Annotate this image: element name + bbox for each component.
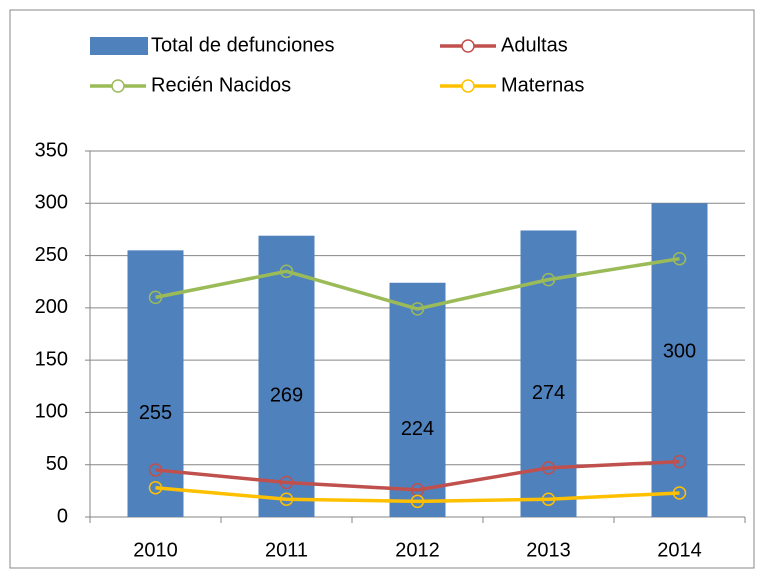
legend-marker [111,79,125,93]
data-label: 224 [401,418,434,440]
data-label: 274 [532,382,565,404]
data-label: 255 [139,402,172,424]
y-tick-label: 0 [57,505,68,527]
line-marker [279,264,294,279]
y-tick-label: 100 [35,401,68,423]
y-tick-label: 250 [35,244,68,266]
bar [258,235,315,517]
line-marker [279,492,294,506]
x-tick-label: 2013 [526,539,571,561]
legend-swatch [90,37,148,55]
line-marker [148,480,163,495]
y-tick-label: 350 [35,139,68,161]
line-marker [672,454,687,469]
line-marker [541,272,556,287]
line-marker [410,302,425,316]
line-marker [541,461,556,475]
legend-marker [461,39,475,53]
line-marker [672,486,687,500]
y-tick-label: 150 [35,348,68,370]
line-marker [279,475,294,490]
line [155,256,680,311]
data-label: 269 [270,385,303,407]
data-label: 300 [663,340,696,362]
chart-frame [9,9,755,569]
x-tick-label: 2014 [657,539,702,561]
legend-label: Recién Nacidos [151,74,291,96]
line-marker [148,290,163,305]
legend-marker [461,79,475,93]
y-tick-label: 50 [46,453,68,475]
bar [651,203,708,518]
legend-label: Adultas [501,34,568,56]
y-tick-label: 200 [35,296,68,318]
line-marker [410,494,425,509]
line-marker [541,492,556,506]
legend-label: Total de defunciones [151,34,334,56]
line-marker [148,463,163,477]
line-marker [672,251,687,266]
line [155,459,680,492]
bar [127,250,184,518]
legend-label: Maternas [501,74,584,96]
bar [389,282,446,517]
y-tick-label: 300 [35,192,68,214]
line [155,485,680,504]
x-tick-label: 2010 [133,539,178,561]
x-tick-label: 2012 [395,539,440,561]
x-tick-label: 2011 [265,539,308,561]
